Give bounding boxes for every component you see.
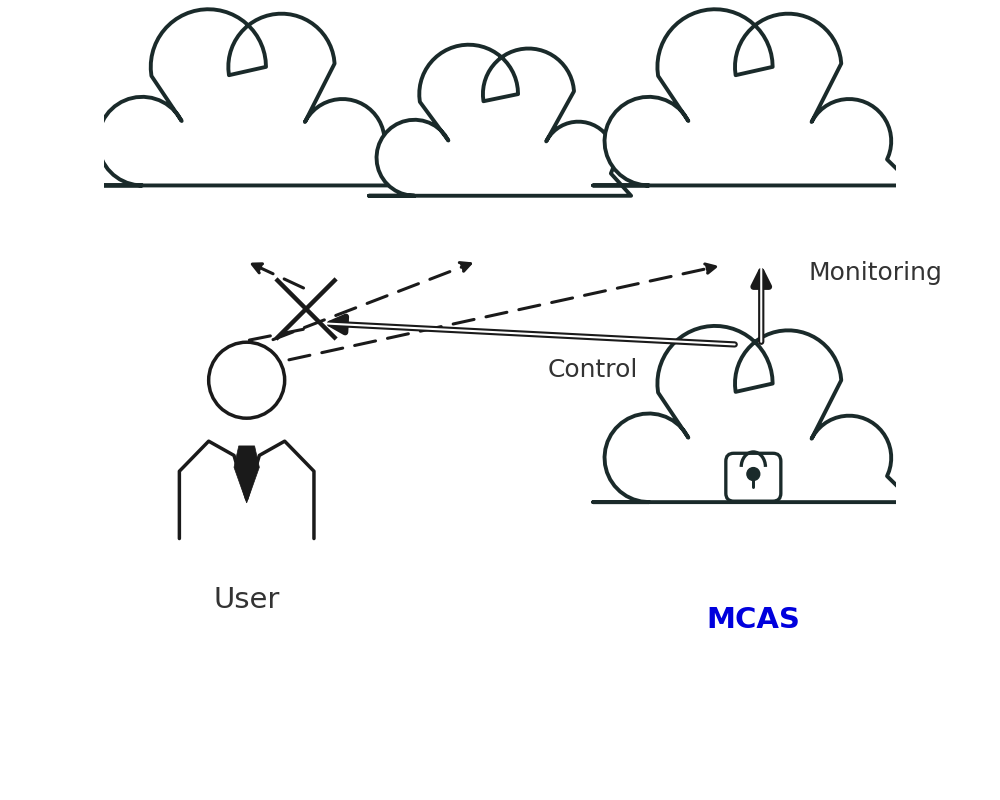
Polygon shape [86, 10, 407, 186]
Text: User: User [213, 586, 280, 614]
Polygon shape [234, 446, 259, 503]
Polygon shape [593, 326, 914, 502]
Polygon shape [593, 10, 914, 186]
Circle shape [747, 468, 760, 481]
Polygon shape [369, 45, 631, 196]
Text: Monitoring: Monitoring [809, 262, 943, 286]
Text: MCAS: MCAS [706, 606, 800, 634]
Text: Control: Control [548, 358, 638, 382]
FancyBboxPatch shape [726, 454, 781, 501]
